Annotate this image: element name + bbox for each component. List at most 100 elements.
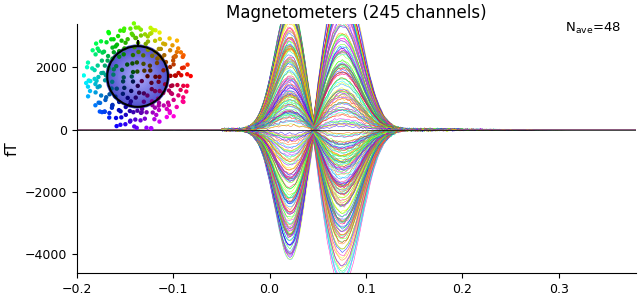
- Point: [140, 68, 150, 73]
- Point: [132, 83, 143, 88]
- Point: [104, 31, 114, 36]
- Point: [154, 80, 164, 84]
- Point: [93, 46, 103, 51]
- Point: [114, 54, 124, 59]
- Point: [109, 37, 119, 42]
- Point: [145, 63, 155, 68]
- Point: [115, 109, 125, 114]
- Point: [125, 99, 136, 104]
- Point: [103, 54, 113, 58]
- Point: [146, 126, 156, 130]
- Point: [168, 114, 179, 119]
- Point: [111, 64, 122, 69]
- Point: [147, 103, 157, 108]
- Point: [137, 79, 147, 83]
- Point: [177, 99, 188, 104]
- Point: [127, 61, 138, 66]
- Point: [150, 89, 160, 94]
- Point: [150, 105, 160, 110]
- Point: [101, 95, 111, 100]
- Point: [97, 110, 107, 115]
- Text: $\mathregular{N_{ave}}$=48: $\mathregular{N_{ave}}$=48: [564, 21, 621, 36]
- Point: [83, 94, 93, 99]
- Point: [101, 40, 111, 45]
- Point: [141, 41, 151, 46]
- Point: [165, 48, 175, 53]
- Point: [119, 46, 129, 51]
- Point: [176, 50, 186, 55]
- Point: [93, 63, 103, 68]
- Point: [96, 71, 106, 76]
- Point: [154, 30, 164, 35]
- Point: [123, 95, 133, 100]
- Point: [164, 103, 174, 107]
- Point: [132, 60, 142, 65]
- Point: [154, 103, 164, 108]
- Point: [108, 103, 118, 107]
- Circle shape: [132, 71, 143, 82]
- Point: [128, 110, 138, 115]
- Point: [107, 103, 117, 108]
- Point: [168, 58, 179, 63]
- Point: [83, 84, 93, 89]
- Point: [139, 99, 149, 104]
- Point: [164, 111, 175, 116]
- Point: [161, 60, 171, 64]
- Point: [103, 30, 113, 34]
- Point: [141, 110, 152, 115]
- Point: [109, 67, 119, 72]
- Point: [100, 98, 111, 102]
- Point: [93, 85, 103, 90]
- Point: [159, 103, 169, 108]
- Point: [95, 100, 105, 105]
- Point: [85, 79, 95, 83]
- Point: [166, 91, 176, 95]
- Circle shape: [131, 70, 144, 83]
- Point: [136, 110, 146, 115]
- Point: [95, 109, 105, 114]
- Point: [104, 66, 114, 70]
- Point: [173, 70, 184, 75]
- Point: [154, 100, 164, 105]
- Point: [130, 117, 140, 122]
- Point: [145, 68, 156, 73]
- Point: [132, 69, 143, 74]
- Point: [147, 99, 157, 104]
- Point: [150, 74, 161, 79]
- Point: [81, 81, 92, 85]
- Point: [172, 82, 182, 87]
- Point: [121, 112, 131, 117]
- Point: [172, 50, 182, 54]
- Point: [176, 73, 186, 78]
- Circle shape: [115, 54, 160, 99]
- Point: [100, 73, 111, 78]
- Circle shape: [129, 68, 146, 85]
- Point: [134, 90, 144, 95]
- Point: [155, 37, 165, 41]
- Point: [171, 73, 181, 78]
- Point: [147, 53, 157, 58]
- Point: [136, 110, 147, 115]
- Point: [114, 100, 124, 104]
- Circle shape: [114, 53, 161, 100]
- Point: [164, 36, 175, 41]
- Point: [83, 60, 93, 65]
- Point: [172, 38, 182, 43]
- Point: [150, 50, 161, 55]
- Point: [142, 93, 152, 98]
- Point: [90, 68, 100, 73]
- Point: [108, 72, 118, 77]
- Point: [173, 93, 184, 98]
- Point: [129, 45, 140, 50]
- Point: [114, 108, 124, 112]
- Point: [100, 78, 110, 83]
- Point: [119, 85, 129, 90]
- Y-axis label: fT: fT: [4, 141, 19, 156]
- Point: [162, 106, 172, 111]
- Point: [104, 115, 115, 120]
- Point: [133, 40, 143, 45]
- Point: [154, 88, 164, 93]
- Point: [170, 54, 180, 59]
- Point: [108, 56, 118, 61]
- Point: [110, 44, 120, 49]
